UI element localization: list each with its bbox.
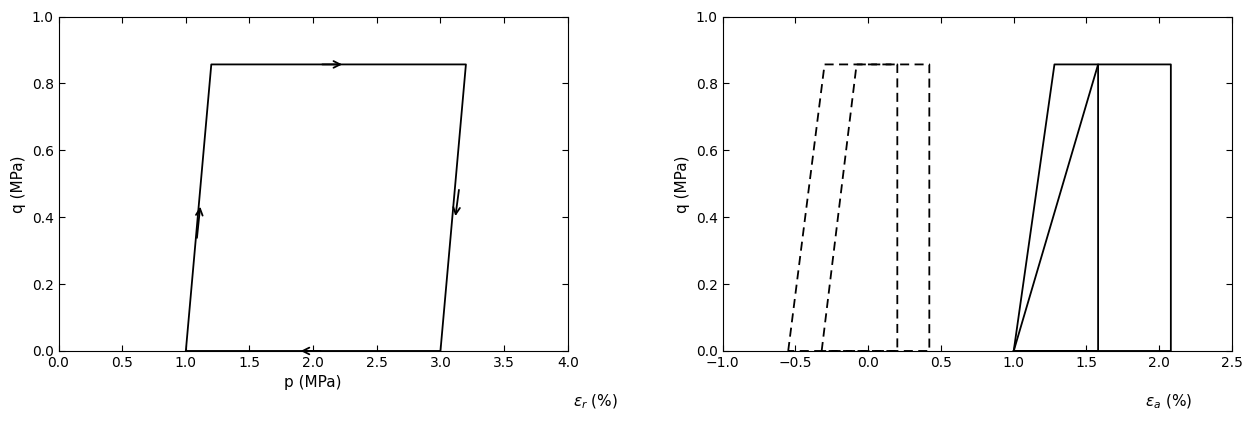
Y-axis label: q (MPa): q (MPa) — [676, 155, 690, 213]
Text: $\varepsilon_r$ (%): $\varepsilon_r$ (%) — [573, 393, 618, 411]
X-axis label: p (MPa): p (MPa) — [285, 376, 342, 390]
Text: $\varepsilon_a$ (%): $\varepsilon_a$ (%) — [1145, 393, 1191, 411]
Y-axis label: q (MPa): q (MPa) — [11, 155, 26, 213]
